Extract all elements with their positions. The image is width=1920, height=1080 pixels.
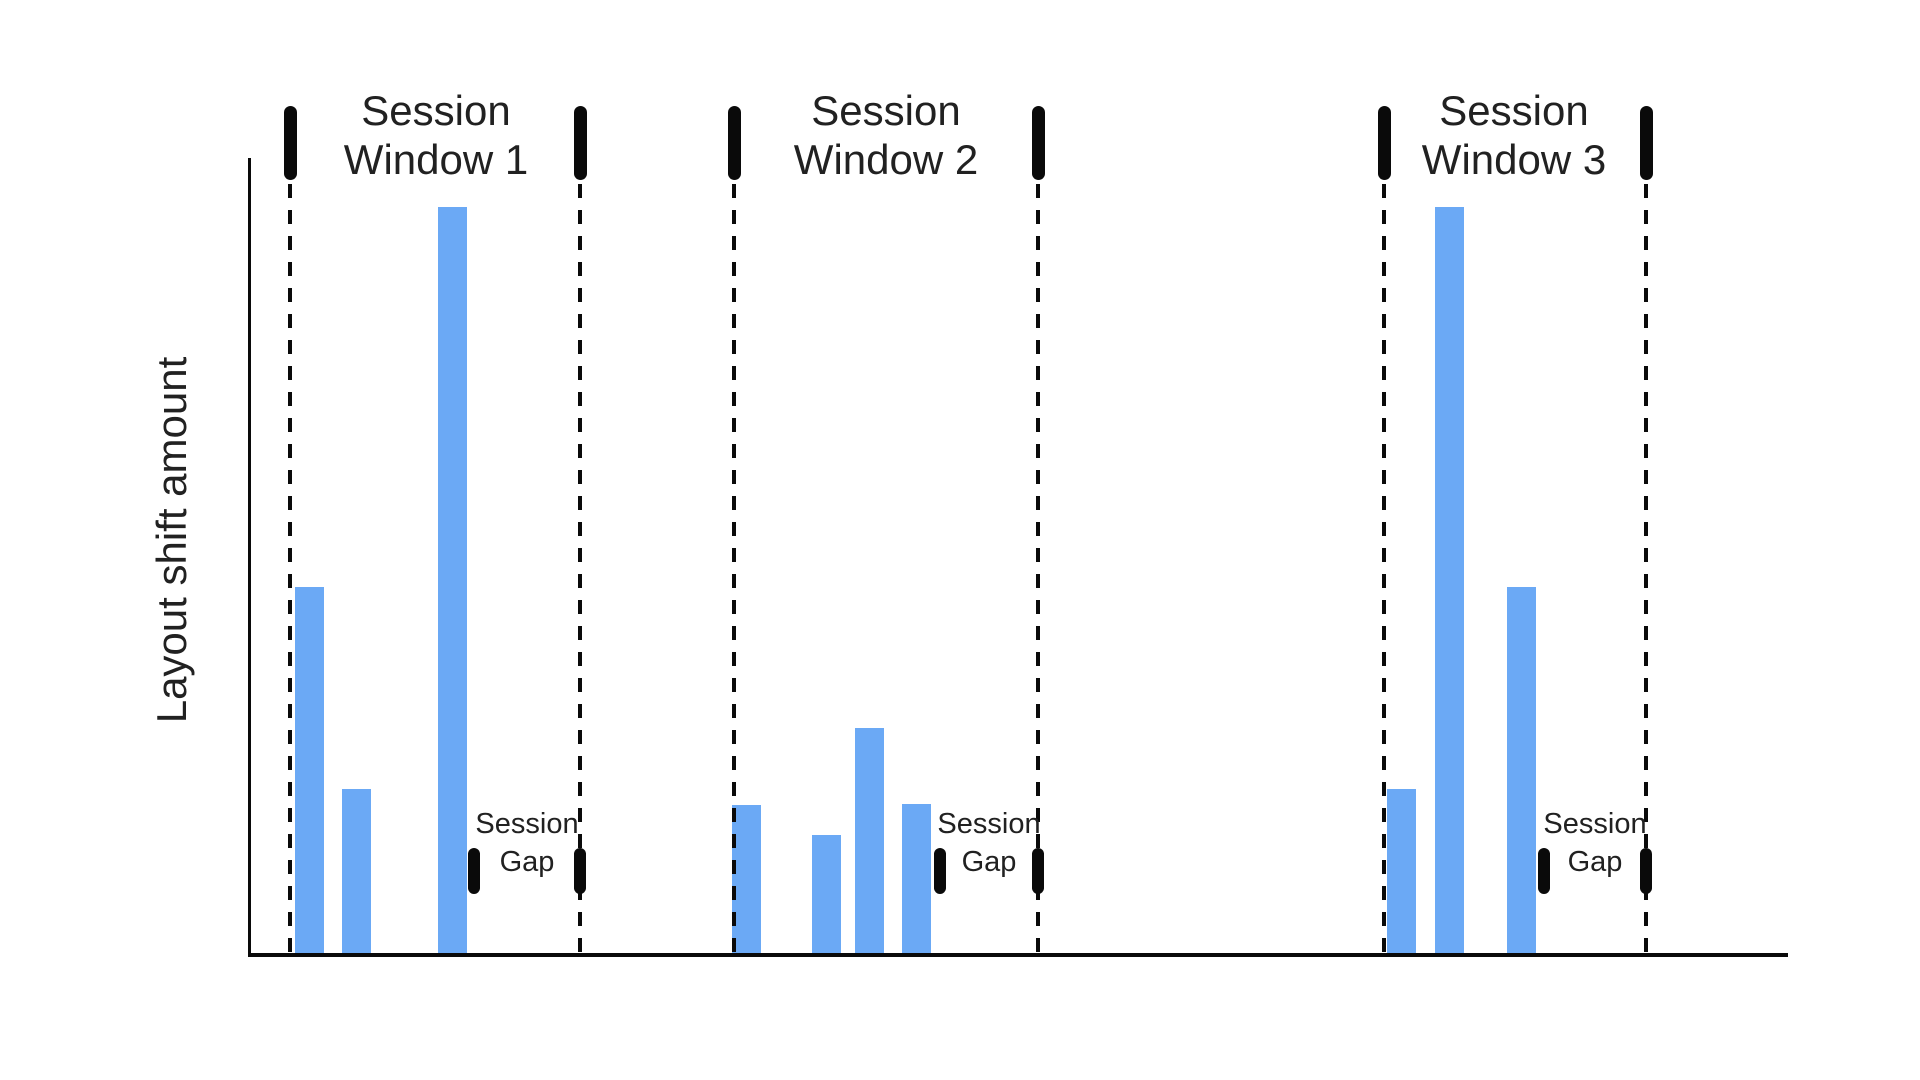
session-window-1-end-line — [578, 184, 582, 955]
session-gap-1-label-line1: Session — [475, 808, 579, 840]
layout-shift-bar — [902, 804, 931, 953]
y-axis-line — [248, 158, 251, 957]
session-window-1-start-line — [288, 184, 292, 955]
session-window-2-start-marker — [728, 106, 741, 180]
session-window-1-end-marker — [574, 106, 587, 180]
layout-shift-bar — [295, 587, 324, 953]
layout-shift-bar — [1387, 789, 1416, 953]
session-window-3-end-line — [1644, 184, 1648, 955]
session-gap-3-label: Session Gap — [1520, 805, 1670, 881]
session-window-1-start-marker — [284, 106, 297, 180]
layout-shift-bar — [342, 789, 371, 953]
y-axis-label: Layout shift amount — [148, 356, 195, 724]
session-window-2-title-line1: Session — [811, 87, 961, 134]
session-window-2-start-line — [732, 184, 736, 955]
session-gap-1-left-bracket — [468, 848, 480, 894]
layout-shift-bar — [438, 207, 467, 953]
session-gap-1-label-line2: Gap — [499, 846, 555, 878]
session-window-2-end-line — [1036, 184, 1040, 955]
x-axis-line — [248, 953, 1788, 957]
layout-shift-bar — [855, 728, 884, 953]
layout-shift-bar — [1507, 587, 1536, 953]
session-window-1-title-line1: Session — [361, 87, 511, 134]
layout-shift-bar — [1435, 207, 1464, 953]
session-gap-1-label: Session Gap — [452, 805, 602, 881]
session-window-2-end-marker — [1032, 106, 1045, 180]
session-gap-3-right-bracket — [1640, 848, 1652, 894]
session-window-3-title-line2: Window 3 — [1421, 136, 1607, 183]
session-window-1-title-line2: Window 1 — [343, 136, 529, 183]
session-gap-1-right-bracket — [574, 848, 586, 894]
session-gap-2-label: Session Gap — [914, 805, 1064, 881]
session-window-1-title: Session Window 1 — [266, 86, 606, 184]
session-window-2-title: Session Window 2 — [716, 86, 1056, 184]
layout-shift-bar — [812, 835, 841, 953]
session-gap-3-left-bracket — [1538, 848, 1550, 894]
session-window-3-start-line — [1382, 184, 1386, 955]
session-gap-2-right-bracket — [1032, 848, 1044, 894]
session-gap-3-label-line1: Session — [1543, 808, 1647, 840]
session-window-2-title-line2: Window 2 — [793, 136, 979, 183]
session-window-3-end-marker — [1640, 106, 1653, 180]
session-gap-2-label-line1: Session — [937, 808, 1041, 840]
session-gap-3-label-line2: Gap — [1567, 846, 1623, 878]
session-window-3-start-marker — [1378, 106, 1391, 180]
layout-shift-bar — [732, 805, 761, 953]
session-window-3-title: Session Window 3 — [1344, 86, 1684, 184]
session-gap-2-left-bracket — [934, 848, 946, 894]
session-window-3-title-line1: Session — [1439, 87, 1589, 134]
session-gap-2-label-line2: Gap — [961, 846, 1017, 878]
